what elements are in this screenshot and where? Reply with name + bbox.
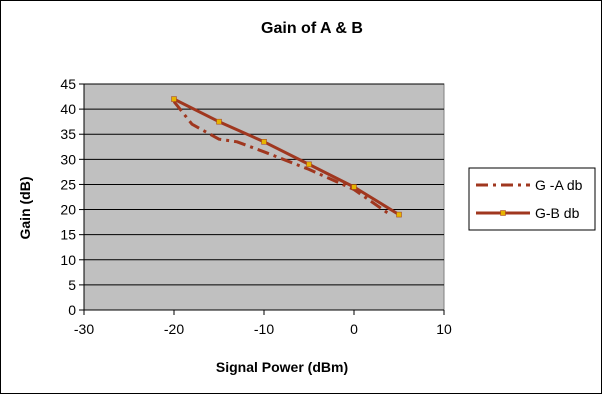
legend-box [468, 167, 596, 231]
series-2-point [306, 161, 312, 168]
series-2-point [396, 211, 402, 218]
y-tick-label: 25 [60, 176, 76, 192]
y-axis-title: Gain (dB) [17, 177, 33, 240]
plot-area [83, 83, 445, 311]
y-tick-label: 0 [68, 302, 76, 318]
legend-marker-series-2 [500, 210, 506, 216]
y-tick-label: 45 [60, 76, 76, 92]
x-tick-label: -10 [254, 321, 274, 337]
series-2-point [261, 139, 267, 145]
y-tick-label: 30 [60, 151, 76, 167]
y-tick-label: 20 [60, 202, 76, 218]
legend-label-series-2: G-B db [535, 205, 580, 221]
x-axis-title: Signal Power (dBm) [216, 359, 348, 375]
series-line-2 [173, 97, 400, 216]
x-tick-label: -20 [164, 321, 184, 337]
x-tick-label: -30 [74, 321, 94, 337]
y-tick-label: 5 [68, 277, 76, 293]
series-2-point [216, 118, 222, 125]
series-2-point [351, 184, 357, 190]
x-tick-label: 10 [436, 321, 452, 337]
y-tick-label: 35 [60, 126, 76, 142]
y-tick-label: 15 [60, 227, 76, 243]
chart-title: Gain of A & B [261, 20, 363, 37]
series-line-1 [172, 100, 391, 216]
legend: G -A db G-B db [468, 167, 596, 231]
series-2-point [171, 96, 177, 102]
y-tick-label: 10 [60, 252, 76, 268]
y-tick-label: 40 [60, 101, 76, 117]
legend-label-series-1: G -A db [535, 177, 583, 193]
x-tick-label: 0 [350, 321, 358, 337]
